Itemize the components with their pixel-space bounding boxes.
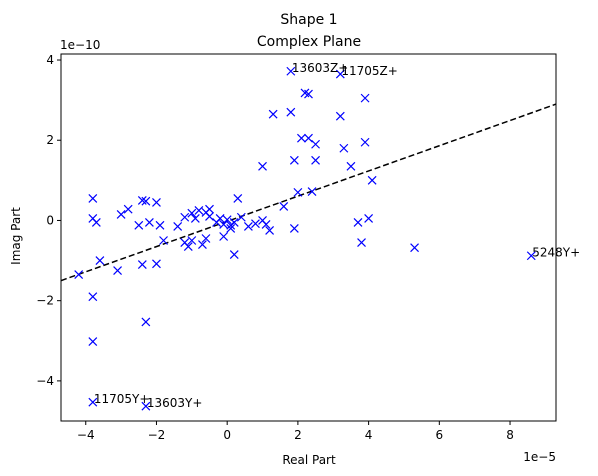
data-point	[74, 270, 84, 280]
data-point	[360, 93, 370, 103]
chart-title-line2: Complex Plane	[257, 34, 361, 50]
data-point	[91, 218, 101, 227]
data-point	[293, 187, 303, 197]
y-tick-label: −4	[36, 374, 54, 388]
y-tick-label: 4	[46, 53, 54, 67]
data-point	[226, 224, 236, 233]
data-point	[137, 195, 147, 205]
data-point	[215, 214, 225, 223]
data-point	[88, 292, 98, 302]
data-point	[339, 143, 349, 153]
data-point	[229, 250, 239, 259]
x-tick-label: 0	[223, 428, 231, 442]
data-point	[297, 133, 306, 143]
x-tick-label: 6	[436, 428, 444, 442]
y-tick-label: −2	[36, 294, 54, 308]
plot-frame	[60, 53, 557, 422]
x-axis-exponent: 1e−5	[523, 450, 556, 464]
data-point	[152, 259, 161, 269]
data-point	[205, 204, 214, 214]
data-point	[144, 218, 154, 227]
data-point	[304, 133, 313, 143]
point-annotation: 13603Y+	[147, 396, 203, 410]
data-point	[367, 175, 377, 185]
x-tick-label: 2	[294, 428, 302, 442]
data-point	[88, 193, 98, 203]
data-point	[261, 220, 271, 229]
data-point	[311, 155, 320, 165]
data-point	[289, 224, 299, 233]
data-point	[123, 204, 133, 214]
data-point	[187, 208, 197, 218]
data-point	[222, 215, 232, 225]
data-point	[360, 137, 370, 147]
data-point	[279, 201, 289, 211]
data-point	[286, 107, 296, 117]
data-point	[335, 111, 345, 121]
data-point	[364, 214, 374, 223]
data-point	[219, 220, 229, 229]
data-point	[95, 256, 105, 265]
data-point	[335, 69, 345, 79]
data-point	[198, 240, 207, 249]
data-point	[251, 219, 260, 229]
point-annotation: 13603Z+	[292, 61, 348, 75]
data-point	[258, 161, 267, 171]
data-point	[113, 266, 122, 276]
data-point	[183, 242, 193, 251]
y-axis-label: Imag Part	[9, 207, 23, 265]
plot-area: 13603Z+11705Z+5248Y+11705Y+13603Y+−4 −2 0 2…	[36, 53, 580, 442]
data-point	[173, 222, 183, 231]
data-point	[88, 397, 98, 407]
data-point	[265, 226, 275, 235]
data-point	[180, 212, 190, 222]
data-point	[410, 243, 419, 253]
data-point	[307, 187, 317, 196]
data-point	[233, 193, 243, 203]
data-point	[88, 337, 98, 347]
data-point	[289, 155, 299, 165]
y-tick-label: 2	[46, 133, 54, 147]
data-point	[194, 206, 204, 215]
data-point	[353, 218, 363, 227]
y-tick-label: 0	[46, 213, 54, 227]
data-point	[152, 197, 161, 207]
data-point	[159, 236, 168, 245]
x-tick-label: 8	[506, 428, 514, 442]
data-point	[229, 218, 239, 227]
data-point	[243, 222, 253, 231]
data-point	[205, 212, 214, 221]
data-point	[141, 317, 151, 327]
data-point	[190, 214, 200, 223]
data-point	[311, 139, 320, 149]
y-axis-exponent: 1e−10	[60, 38, 100, 52]
data-point	[134, 220, 144, 230]
x-tick-label: 4	[365, 428, 373, 442]
data-point	[268, 109, 278, 119]
data-point	[116, 210, 126, 219]
data-point	[357, 238, 366, 247]
data-point	[141, 196, 151, 206]
data-point	[137, 260, 147, 269]
point-annotation: 11705Y+	[94, 392, 150, 406]
point-annotation: 11705Z+	[341, 64, 397, 78]
data-point	[155, 220, 165, 230]
data-point	[219, 232, 229, 241]
x-tick-label: −2	[148, 428, 166, 442]
fit-line	[61, 103, 556, 282]
data-point	[201, 234, 211, 243]
data-point	[304, 89, 313, 99]
data-point	[346, 161, 356, 171]
data-point	[187, 236, 197, 245]
data-point	[236, 212, 246, 222]
x-axis-label: Real Part	[282, 453, 336, 467]
data-point	[286, 66, 296, 76]
chart-title-line1: Shape 1	[280, 12, 337, 28]
data-point	[526, 251, 536, 261]
data-point	[141, 401, 151, 411]
x-tick-label: −4	[77, 428, 95, 442]
